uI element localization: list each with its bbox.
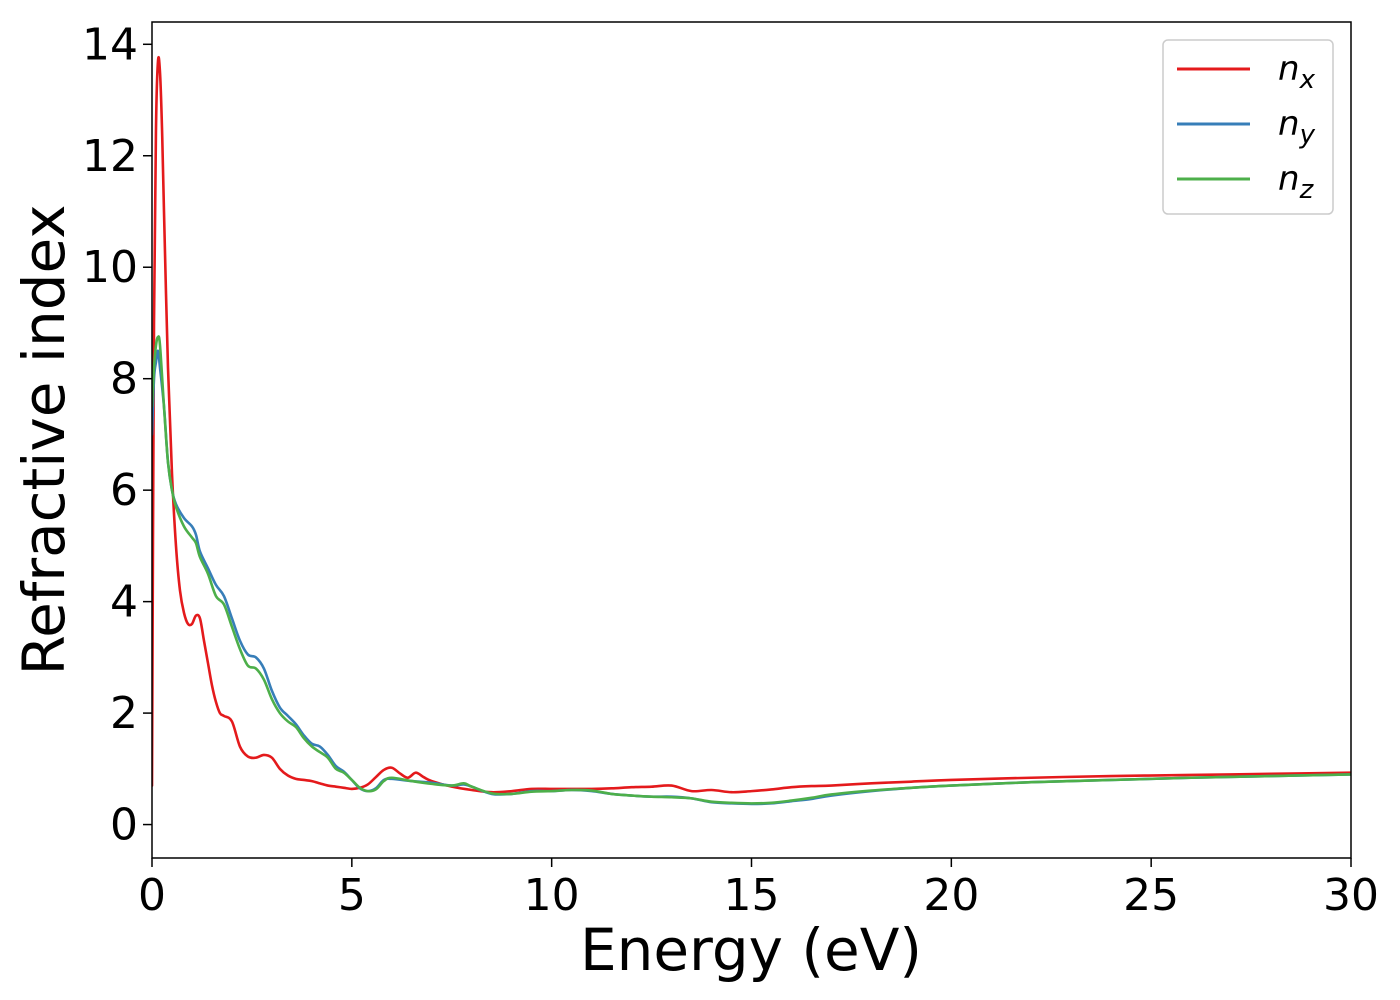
x-tick-label: 10 [524,870,580,921]
x-tick-label: 20 [923,870,979,921]
legend-label-subscript: x [1299,65,1316,95]
series-line-z [152,335,1351,805]
y-tick-label: 0 [110,800,138,851]
y-tick-label: 6 [110,465,138,516]
y-tick-label: 8 [110,354,138,405]
legend-label-base: n [1278,104,1300,144]
y-axis-title: Refractive index [10,204,78,675]
x-tick-label: 15 [724,870,780,921]
series-line-y [152,349,1351,806]
legend-label-base: n [1278,49,1300,89]
x-axis-title: Energy (eV) [580,916,922,984]
x-axis-ticks: 0 5 10 15 20 25 30 [138,858,1379,921]
series-layer [152,55,1351,806]
legend-box [1162,39,1334,215]
legend-label-subscript: z [1299,175,1315,205]
legend-label-base: n [1278,159,1300,199]
y-tick-label: 12 [82,131,138,182]
y-tick-label: 10 [82,242,138,293]
legend-label-z: nz [1278,159,1315,205]
series-line-x [152,55,1351,794]
x-tick-label: 0 [138,870,166,921]
x-tick-label: 30 [1323,870,1379,921]
y-axis-ticks: 0 2 4 6 8 10 12 14 [82,19,152,851]
legend-label-y: ny [1278,104,1316,150]
x-tick-label: 5 [338,870,366,921]
legend-label-x: nx [1278,49,1316,95]
y-tick-label: 4 [110,577,138,628]
y-tick-label: 14 [82,19,138,70]
legend-label-subscript: y [1299,120,1316,150]
y-tick-label: 2 [110,688,138,739]
x-tick-label: 25 [1123,870,1179,921]
